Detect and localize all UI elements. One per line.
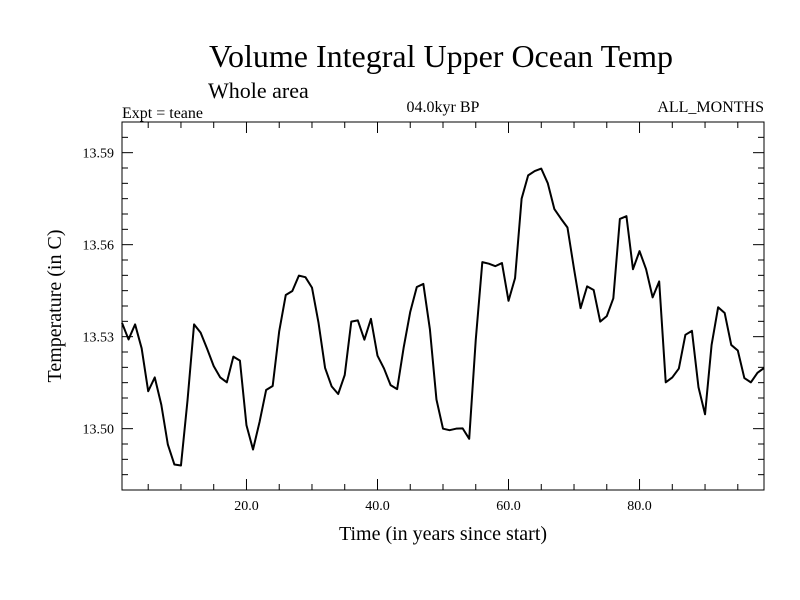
y-axis-label: Temperature (in C) — [44, 230, 66, 383]
x-tick-label: 60.0 — [496, 499, 521, 514]
x-tick-label: 40.0 — [365, 499, 390, 514]
y-tick-label: 13.50 — [83, 423, 115, 438]
x-tick-label: 20.0 — [234, 499, 259, 514]
y-tick-label: 13.56 — [83, 239, 115, 254]
x-tick-labels: 20.0 40.0 60.0 80.0 — [234, 499, 652, 514]
series-line — [121, 167, 765, 467]
major-ticks — [122, 122, 764, 490]
chart-subtitle: Whole area — [208, 78, 309, 103]
y-tick-label: 13.59 — [83, 147, 115, 162]
chart-title: Volume Integral Upper Ocean Temp — [209, 38, 673, 74]
header-left: Expt = teane — [122, 105, 203, 122]
header-center: 04.0kyr BP — [407, 99, 480, 116]
minor-ticks — [122, 121, 764, 491]
header-right: ALL_MONTHS — [657, 99, 764, 116]
y-tick-label: 13.53 — [83, 331, 115, 346]
x-axis-label: Time (in years since start) — [339, 523, 547, 545]
x-tick-label: 80.0 — [627, 499, 652, 514]
y-tick-labels: 13.50 13.53 13.56 13.59 — [83, 147, 115, 438]
plot-frame — [121, 121, 765, 491]
